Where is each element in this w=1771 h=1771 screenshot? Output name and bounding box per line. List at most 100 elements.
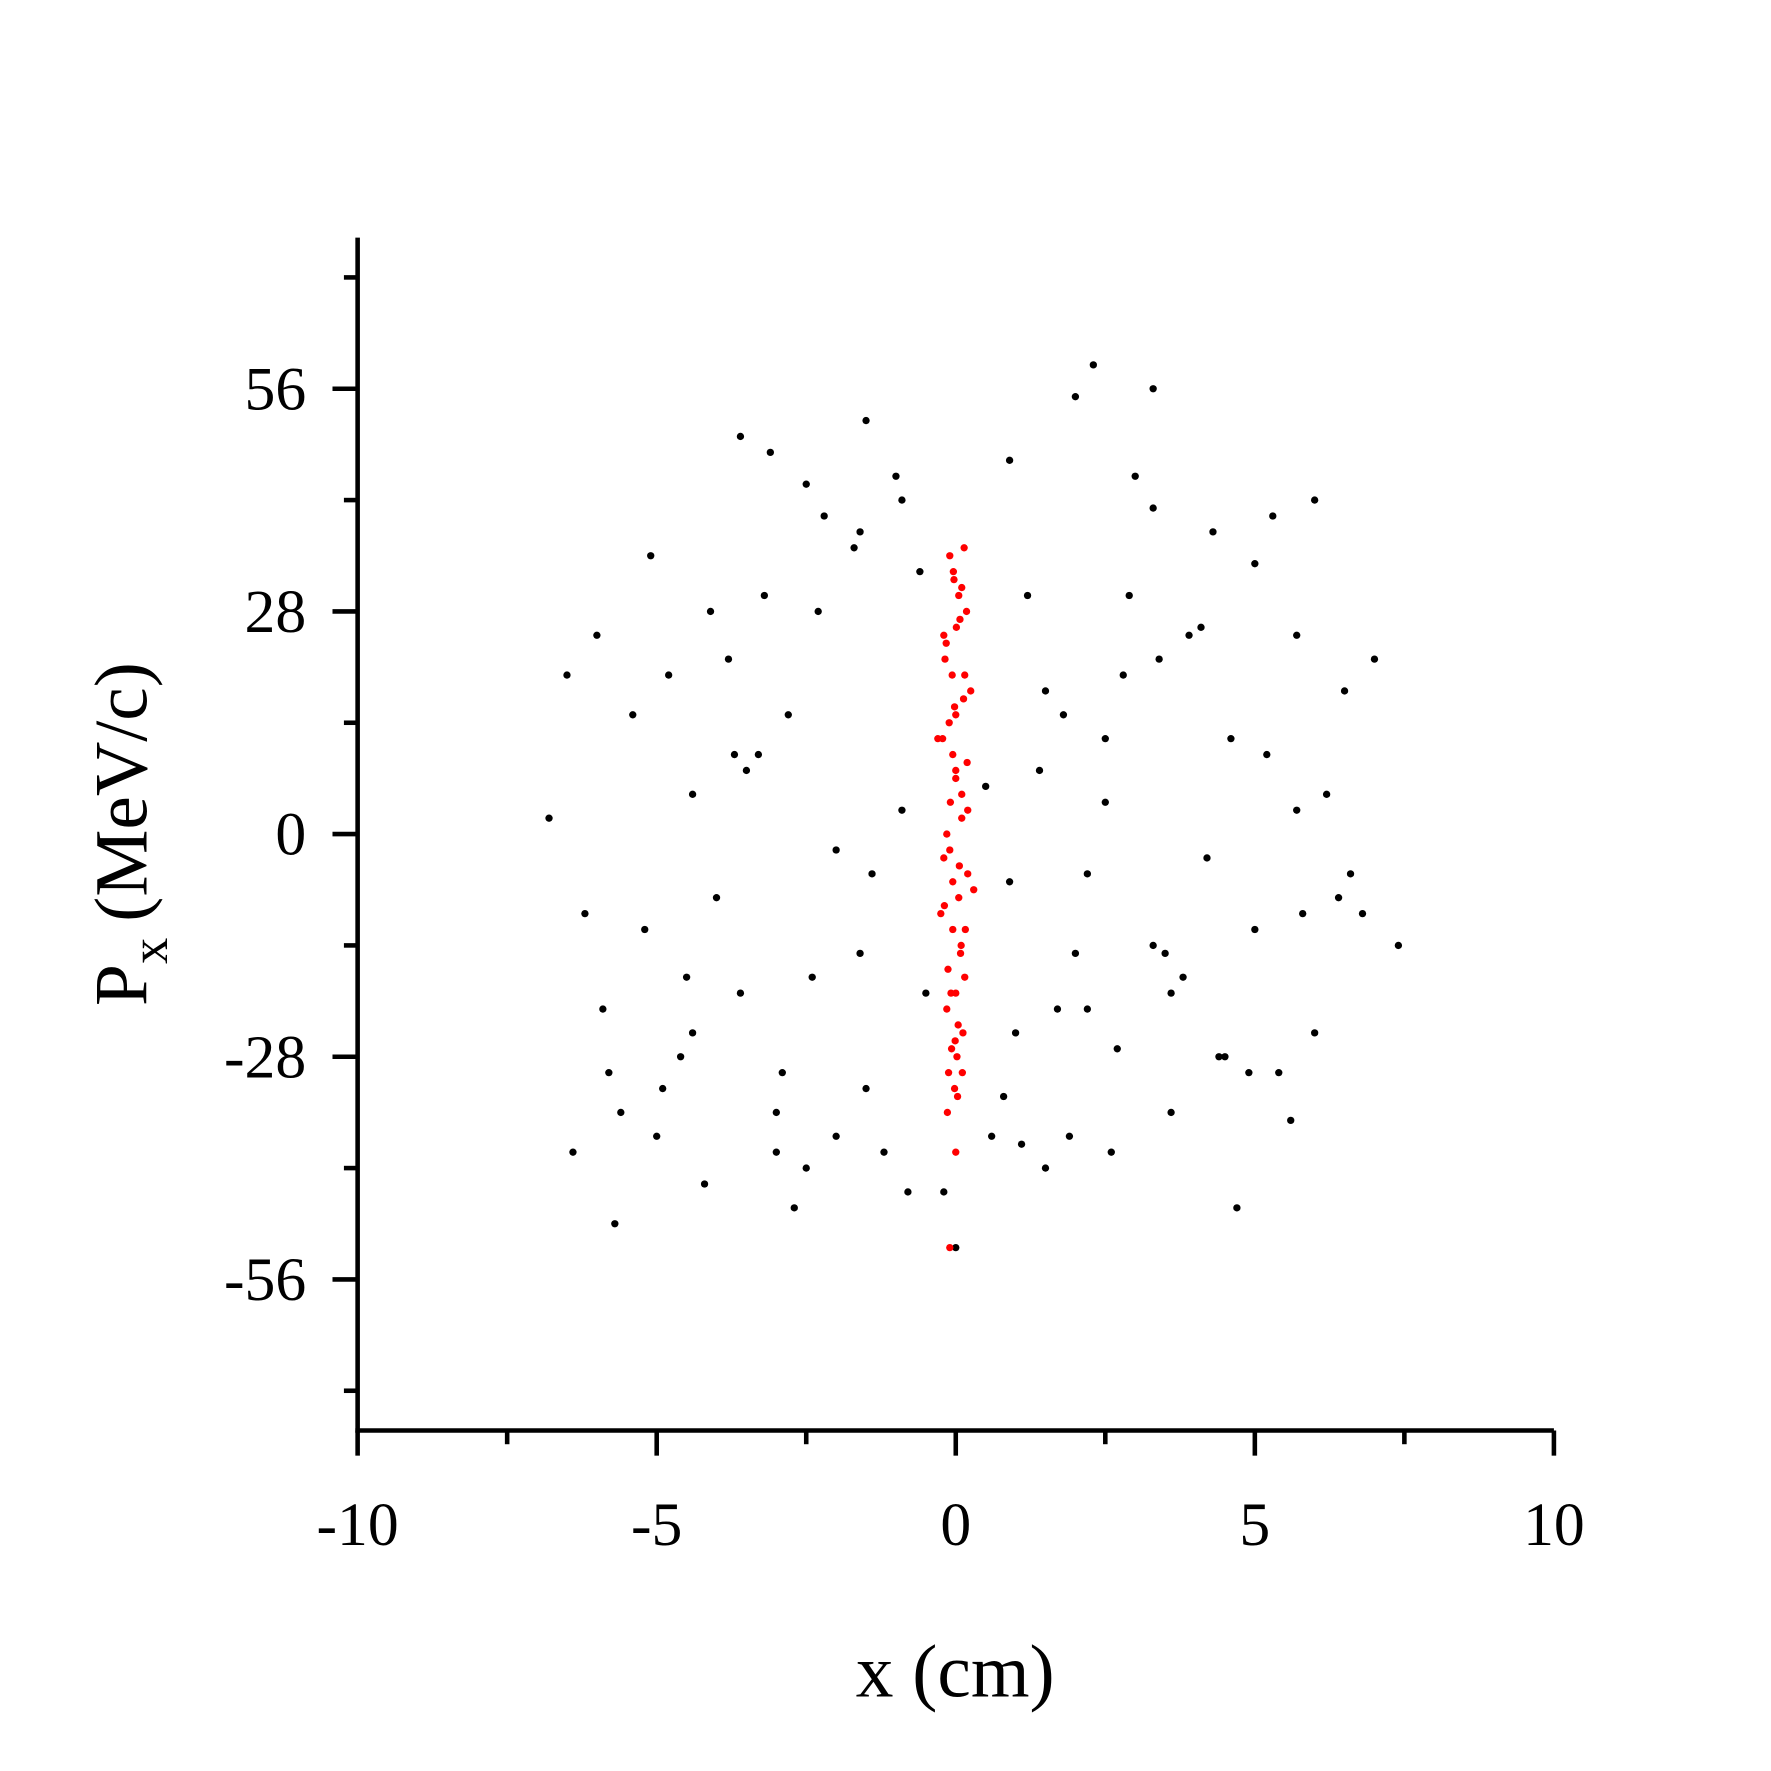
point [959,1029,967,1037]
point [961,973,969,981]
y-title-unit: (MeV/c) [80,662,163,922]
point [999,1092,1008,1101]
point [1149,385,1157,393]
point [964,870,972,878]
point [970,886,978,894]
point [599,1005,607,1013]
point [868,870,876,878]
point [1185,631,1193,639]
point [1011,1029,1020,1037]
point [960,544,968,552]
point [946,846,954,854]
point [880,1148,888,1156]
point [1203,854,1211,862]
point [1310,496,1319,504]
point [563,671,571,679]
y-axis-title: Px (MeV/c) [80,662,179,1006]
point [1101,734,1109,743]
point [742,766,751,775]
point [1299,909,1307,918]
point [898,496,906,504]
point [730,750,739,759]
point [1215,1053,1223,1061]
y-tick-label: -56 [224,1246,306,1314]
point [700,1180,709,1188]
point [940,1188,948,1196]
point [688,1029,697,1037]
point [1209,528,1217,536]
point [943,1108,952,1117]
point [949,750,957,759]
point [943,830,951,838]
point [1083,870,1092,878]
point [948,671,956,679]
point [952,774,960,783]
point [617,1108,625,1117]
point [1167,1108,1175,1117]
point [862,416,870,425]
point [676,1053,685,1061]
point [802,480,810,488]
point [832,846,840,854]
point [945,719,953,727]
point [760,591,769,600]
point [1287,1116,1295,1125]
point [772,1108,780,1117]
point [1035,766,1044,775]
point [802,1164,810,1172]
point [581,909,589,918]
point [1041,1164,1050,1172]
point [766,448,775,457]
point [940,631,948,639]
point [946,1243,954,1252]
y-tick-label: -28 [224,1023,306,1091]
point [1155,655,1163,663]
point [1340,687,1349,695]
point [832,1132,840,1140]
point [1089,361,1097,369]
point [959,695,968,703]
point [1346,870,1355,878]
point [569,1148,577,1156]
point [1293,631,1301,639]
point [950,1084,959,1093]
point [1119,671,1127,679]
point [1179,973,1187,981]
point [1059,711,1068,719]
point [1293,806,1301,814]
point [963,758,971,767]
point [629,711,637,719]
point [949,878,957,886]
point [953,1092,962,1101]
point [954,1021,962,1029]
point [1065,1132,1074,1140]
point [611,1220,619,1228]
point [862,1084,870,1093]
point [916,567,924,576]
point [1149,941,1157,950]
point [1394,941,1403,950]
point [949,567,958,576]
point [955,862,964,870]
point [1251,560,1259,568]
point [898,806,906,814]
x-axis-title: x (cm) [856,1631,1055,1714]
point [1263,750,1271,759]
point [904,1188,912,1196]
point [940,901,949,910]
point [736,432,745,441]
axes: -10 -5 0 5 10 -56 -28 0 28 56 [224,237,1585,1559]
point [736,989,745,997]
point [944,1068,953,1077]
point [1227,734,1235,743]
point [790,1204,798,1212]
point [1334,894,1343,902]
point [784,711,792,719]
point [952,766,960,775]
point [778,1068,786,1077]
point [688,790,697,798]
y-title-main: P [80,964,163,1006]
point [957,941,965,950]
point [1083,1005,1092,1013]
